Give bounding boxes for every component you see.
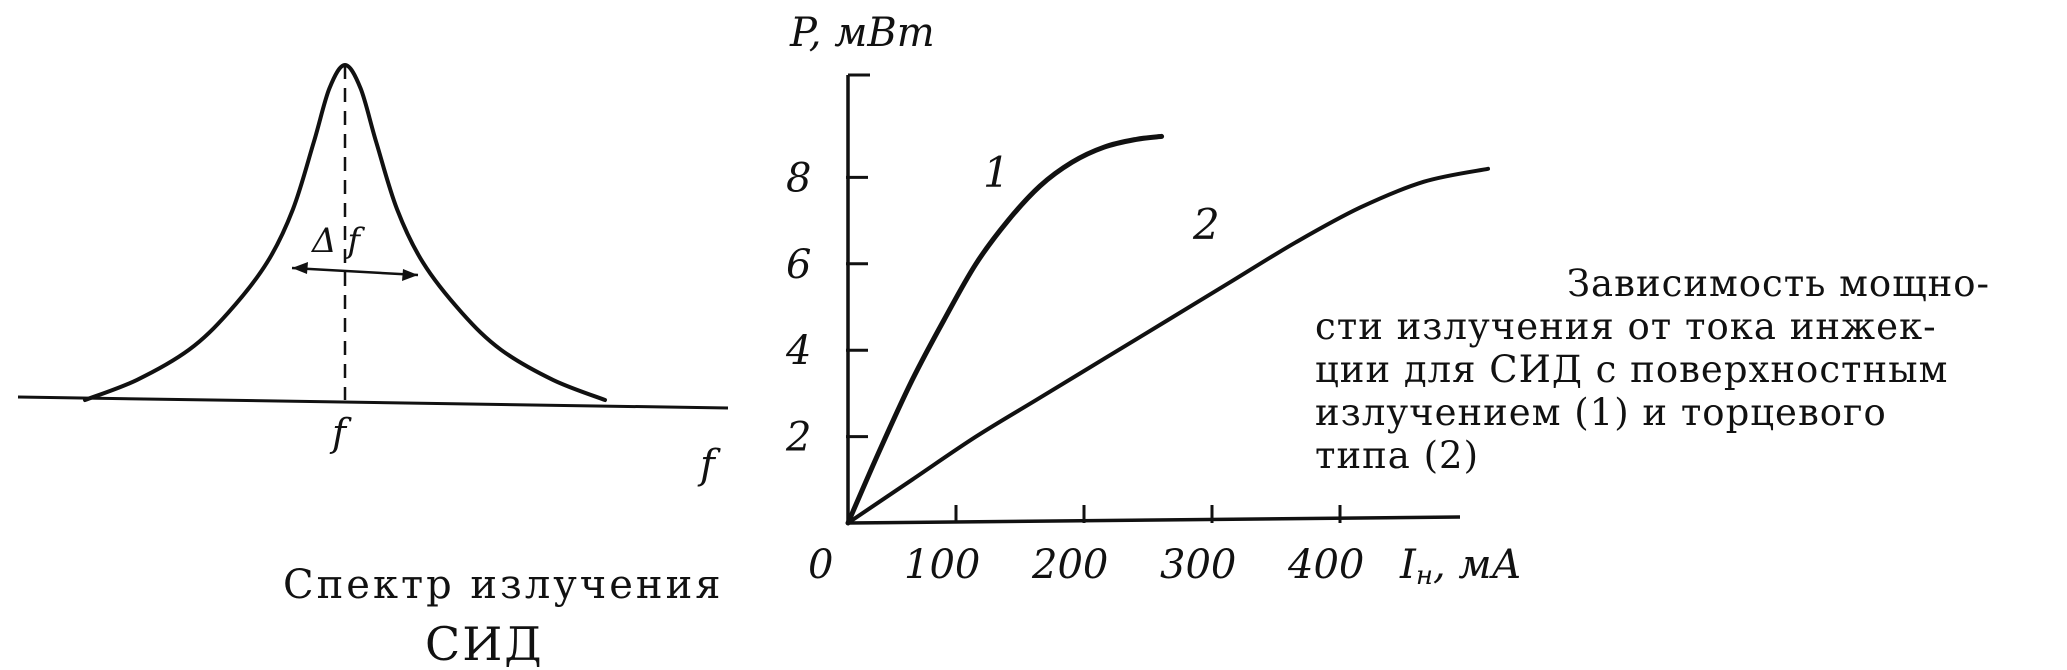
caption-line-3: ции для СИД с поверхностным [1315,348,1949,391]
y-tick-label: 2 [785,415,811,461]
bandwidth-arrow-left-head [292,262,308,274]
caption-line-2: сти излучения от тока инжек- [1315,305,1937,348]
bandwidth-arrow-right-head [402,269,418,281]
spectrum-caption-line-1: Спектр излучения [283,562,723,608]
spectrum-caption-line-2: СИД [425,617,544,670]
series-2-line [846,166,1490,525]
x-axis-label-subscript: н [1416,561,1433,591]
x-ticks: 100 200 300 400 [904,505,1364,588]
spectrum-x-axis-label: f [697,442,721,488]
series-1-label: 1 [983,148,1010,197]
spectrum-plot: Δ f f f Спектр излучения СИД [17,63,729,670]
y-tick-label: 4 [785,328,811,374]
x-tick-label: 300 [1160,542,1236,588]
y-axis-label: P, мВт [789,10,935,56]
y-ticks: 2 4 6 8 [785,155,868,461]
y-tick-label: 6 [786,242,811,288]
bandwidth-arrow-line [291,266,419,277]
caption-line-1: Зависимость мощно- [1567,262,1991,305]
power-current-plot: P, мВт 2 4 6 8 100 200 300 400 0 1 2 Iн, мА [785,10,1522,591]
caption-line-4: излучением (1) и торцевого [1315,391,1887,434]
origin-label: 0 [808,542,833,588]
series-1-line [845,133,1165,526]
caption-line-5: типа (2) [1315,434,1480,477]
x-axis-label: Iн, мА [1399,542,1522,591]
power-current-caption: Зависимость мощно- сти излучения от тока… [1315,262,2055,477]
x-axis-label-unit: , мА [1433,542,1522,588]
x-tick-label: 200 [1031,542,1108,588]
pi-series [845,133,1490,526]
series-2-label: 2 [1192,200,1220,249]
x-tick-label: 100 [904,542,980,588]
spectrum-baseline [17,395,729,410]
x-axis [847,515,1461,525]
x-axis-label-symbol: I [1399,542,1417,588]
y-tick-label: 8 [786,155,811,201]
x-tick-label: 400 [1287,542,1364,588]
bandwidth-label: Δ f [310,221,365,261]
spectrum-center-label: f [329,411,352,455]
